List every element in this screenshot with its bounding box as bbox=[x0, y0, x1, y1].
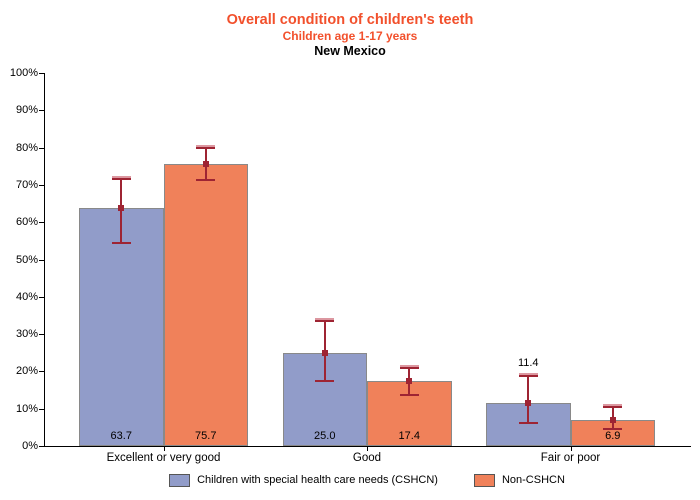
error-bar-marker bbox=[406, 378, 413, 385]
y-axis-tick-label: 0% bbox=[22, 440, 38, 452]
y-axis-tick bbox=[39, 110, 44, 112]
chart-state-title: New Mexico bbox=[314, 44, 386, 58]
legend-label-non-cshcn: Non-CSHCN bbox=[501, 474, 565, 486]
bar-value-label: 11.4 bbox=[517, 356, 539, 369]
error-bar-cap-top bbox=[196, 144, 216, 149]
bar-value-label: 25.0 bbox=[314, 430, 336, 442]
legend-swatch-cshcn bbox=[169, 474, 191, 487]
y-axis-tick-label: 90% bbox=[15, 104, 38, 117]
error-bar-line bbox=[527, 375, 530, 424]
bar-cshcn bbox=[79, 208, 164, 446]
y-axis-tick bbox=[39, 334, 44, 336]
y-axis-line bbox=[44, 73, 45, 447]
legend-item-cshcn: Children with special health care needs … bbox=[169, 474, 438, 487]
y-axis-tick-label: 30% bbox=[15, 328, 38, 341]
error-bar-marker bbox=[321, 349, 328, 356]
error-bar-cap-bottom bbox=[315, 380, 335, 383]
y-axis-tick-label: 20% bbox=[15, 365, 38, 378]
y-axis-tick bbox=[39, 73, 44, 74]
error-bar-cap-bottom bbox=[111, 242, 131, 245]
error-bar-marker bbox=[525, 400, 532, 407]
x-axis-tick bbox=[163, 446, 165, 451]
legend: Children with special health care needs … bbox=[44, 474, 690, 487]
error-bar-marker bbox=[202, 160, 209, 167]
bar-value-label: 17.4 bbox=[398, 430, 420, 442]
y-axis-tick bbox=[39, 371, 44, 373]
category-label: Good bbox=[352, 452, 382, 464]
y-axis-tick-label: 100% bbox=[9, 67, 38, 79]
chart-subtitle: Children age 1-17 years bbox=[282, 29, 418, 43]
bar-value-label: 63.7 bbox=[110, 430, 132, 442]
y-axis-tick bbox=[39, 147, 44, 149]
y-axis-tick bbox=[39, 222, 44, 224]
y-axis-tick bbox=[39, 408, 44, 410]
title-block: Overall condition of children's teeth Ch… bbox=[0, 12, 700, 59]
y-axis-tick-label: 60% bbox=[15, 216, 38, 229]
bar-value-label: 6.9 bbox=[605, 430, 621, 442]
y-axis-tick-label: 50% bbox=[15, 253, 38, 266]
y-axis-tick-label: 40% bbox=[15, 290, 38, 303]
error-bar-cap-top bbox=[315, 318, 335, 323]
y-axis-tick bbox=[39, 296, 44, 298]
category-label: Fair or poor bbox=[540, 452, 601, 464]
x-axis-tick bbox=[570, 446, 572, 451]
error-bar-cap-top bbox=[111, 175, 131, 180]
legend-item-non-cshcn: Non-CSHCN bbox=[473, 474, 565, 487]
error-bar-cap-top bbox=[603, 404, 623, 409]
error-bar-marker bbox=[118, 205, 125, 212]
bar-non-cshcn bbox=[163, 163, 248, 446]
legend-swatch-non-cshcn bbox=[473, 474, 495, 487]
error-bar-cap-bottom bbox=[196, 179, 216, 182]
y-axis-tick bbox=[39, 446, 44, 447]
y-axis-tick-label: 70% bbox=[15, 178, 38, 191]
legend-label-cshcn: Children with special health care needs … bbox=[197, 474, 438, 486]
y-axis-tick bbox=[39, 259, 44, 261]
y-axis-tick-label: 10% bbox=[15, 402, 38, 415]
y-axis-tick-label: 80% bbox=[15, 141, 38, 154]
error-bar-cap-top bbox=[399, 365, 419, 370]
category-label: Excellent or very good bbox=[106, 452, 221, 464]
error-bar-cap-bottom bbox=[399, 393, 419, 396]
x-axis-tick bbox=[367, 446, 368, 451]
error-bar-cap-bottom bbox=[603, 427, 623, 430]
bar-value-label: 75.7 bbox=[195, 430, 217, 442]
error-bar-cap-top bbox=[518, 372, 538, 377]
error-bar-marker bbox=[609, 417, 616, 424]
y-axis-tick bbox=[39, 184, 44, 186]
chart-title: Overall condition of children's teeth bbox=[226, 12, 474, 28]
error-bar-cap-bottom bbox=[518, 422, 538, 425]
